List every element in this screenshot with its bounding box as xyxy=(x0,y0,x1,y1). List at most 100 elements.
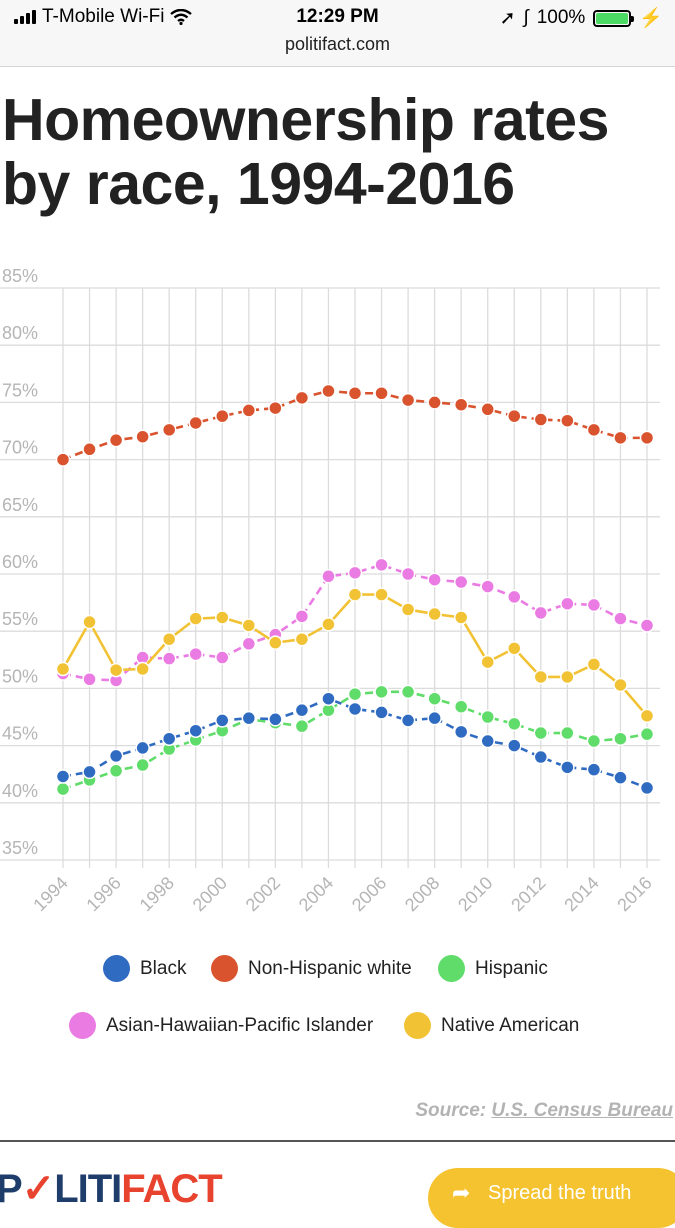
logo-part: LITI xyxy=(54,1167,122,1211)
legend-item-native-american[interactable]: Native American xyxy=(404,1012,579,1039)
legend-swatch xyxy=(438,955,465,982)
x-tick-label: 2002 xyxy=(242,873,284,915)
data-point-native-american xyxy=(586,657,602,672)
line-chart: 35% 40% 45% 50% 55% 60% 65% 70% 75% 80% 85% 1994 199… xyxy=(0,266,660,915)
data-point-native-american xyxy=(613,677,628,693)
data-point-native-american xyxy=(241,618,257,633)
legend-item-black[interactable]: Black xyxy=(103,955,186,982)
data-point-hispanic xyxy=(507,716,522,732)
data-point-black xyxy=(507,738,522,753)
data-point-hispanic xyxy=(374,684,389,700)
clock: 12:29 PM xyxy=(296,6,379,27)
y-tick-label: 60% xyxy=(2,552,38,572)
data-point-non-hispanic-white xyxy=(135,429,150,444)
data-point-asian-hawaiian-pacific-islander xyxy=(507,589,522,605)
legend-item-asian-hawaiian-pacific-islander[interactable]: Asian-Hawaiian-Pacific Islander xyxy=(69,1012,373,1039)
legend-label: Non-Hispanic white xyxy=(248,957,412,979)
data-point-native-american xyxy=(108,662,124,678)
data-point-non-hispanic-white xyxy=(480,402,495,417)
data-point-asian-hawaiian-pacific-islander xyxy=(480,579,495,594)
wifi-icon xyxy=(170,9,193,25)
data-point-non-hispanic-white xyxy=(188,415,203,431)
data-point-native-american xyxy=(400,602,416,617)
data-point-native-american xyxy=(533,669,549,685)
legend-item-hispanic[interactable]: Hispanic xyxy=(438,955,548,982)
data-point-black xyxy=(55,769,71,784)
x-tick-label: 2004 xyxy=(295,873,337,915)
logo-part-red: FACT xyxy=(121,1167,222,1211)
status-icons: ➚ ∫ 100% ⚡ xyxy=(500,6,663,30)
data-point-asian-hawaiian-pacific-islander xyxy=(241,636,257,652)
source-link[interactable]: U.S. Census Bureau xyxy=(491,1100,673,1121)
data-point-black xyxy=(161,731,177,746)
y-tick-label: 75% xyxy=(2,380,38,400)
data-point-black xyxy=(294,702,310,718)
y-tick-label: 85% xyxy=(2,266,38,286)
data-point-non-hispanic-white xyxy=(374,385,389,401)
share-icon: ➦ xyxy=(452,1180,471,1205)
data-point-hispanic xyxy=(108,763,124,779)
data-point-native-american xyxy=(480,654,495,670)
url-bar[interactable]: politifact.com xyxy=(284,34,391,54)
x-tick-label: 2006 xyxy=(348,873,390,915)
logo-check-icon: ✓ xyxy=(21,1167,56,1211)
series-line-asian-hawaiian-pacific-islander xyxy=(62,563,648,682)
data-point-black xyxy=(321,691,336,706)
legend-label: Asian-Hawaiian-Pacific Islander xyxy=(106,1014,374,1036)
data-point-black xyxy=(533,749,549,765)
status-bar: T-Mobile Wi-Fi 12:29 PM politifact.com ➚… xyxy=(0,0,675,67)
legend-swatch xyxy=(103,955,130,982)
data-point-black xyxy=(268,712,283,727)
y-tick-label: 35% xyxy=(2,838,38,858)
data-point-non-hispanic-white xyxy=(613,430,628,446)
divider xyxy=(0,1140,675,1142)
data-point-non-hispanic-white xyxy=(241,403,257,418)
x-tick-label: 2010 xyxy=(454,873,496,915)
spread-the-truth-button[interactable]: ➦ Spread the truth xyxy=(428,1168,675,1228)
data-point-black xyxy=(480,733,495,749)
data-point-black xyxy=(347,701,363,717)
spread-label: Spread the truth xyxy=(488,1182,632,1204)
data-point-asian-hawaiian-pacific-islander xyxy=(453,574,469,590)
location-icon: ➚ xyxy=(499,7,516,29)
data-point-hispanic xyxy=(560,725,575,741)
data-point-black xyxy=(82,764,97,780)
politifact-logo[interactable]: P✓LITIFACT xyxy=(0,1166,223,1212)
data-point-hispanic xyxy=(639,726,655,742)
source-credit: Source: U.S. Census Bureau xyxy=(415,1100,673,1122)
legend-label: Hispanic xyxy=(475,957,548,979)
y-tick-label: 40% xyxy=(2,781,38,801)
data-point-asian-hawaiian-pacific-islander xyxy=(613,611,628,626)
data-point-black xyxy=(427,710,442,726)
data-point-black xyxy=(639,780,655,796)
data-point-black xyxy=(613,770,628,785)
data-point-non-hispanic-white xyxy=(533,412,549,427)
legend-item-non-hispanic-white[interactable]: Non-Hispanic white xyxy=(211,955,412,982)
data-point-native-american xyxy=(507,641,522,656)
data-point-non-hispanic-white xyxy=(215,408,230,424)
data-point-hispanic xyxy=(347,686,363,702)
data-point-native-american xyxy=(188,611,203,626)
data-point-non-hispanic-white xyxy=(639,430,655,446)
x-tick-label: 2016 xyxy=(613,873,655,915)
legend-swatch xyxy=(69,1012,96,1039)
data-point-native-american xyxy=(161,631,177,647)
data-point-hispanic xyxy=(294,718,310,734)
data-point-native-american xyxy=(347,587,363,602)
data-point-asian-hawaiian-pacific-islander xyxy=(188,646,203,662)
data-point-black xyxy=(188,723,203,738)
data-point-non-hispanic-white xyxy=(427,395,442,410)
data-point-native-american xyxy=(639,708,655,724)
data-point-non-hispanic-white xyxy=(82,442,97,457)
data-point-native-american xyxy=(135,661,150,677)
data-point-native-american xyxy=(55,661,71,677)
carrier-group: T-Mobile Wi-Fi xyxy=(14,6,193,28)
data-point-hispanic xyxy=(427,691,442,706)
y-tick-label: 80% xyxy=(2,323,38,343)
battery-icon xyxy=(593,9,635,27)
data-point-hispanic xyxy=(586,733,602,749)
data-point-asian-hawaiian-pacific-islander xyxy=(586,597,602,613)
legend-swatch xyxy=(211,955,238,982)
y-tick-label: 45% xyxy=(2,724,38,744)
data-point-black xyxy=(400,713,416,728)
